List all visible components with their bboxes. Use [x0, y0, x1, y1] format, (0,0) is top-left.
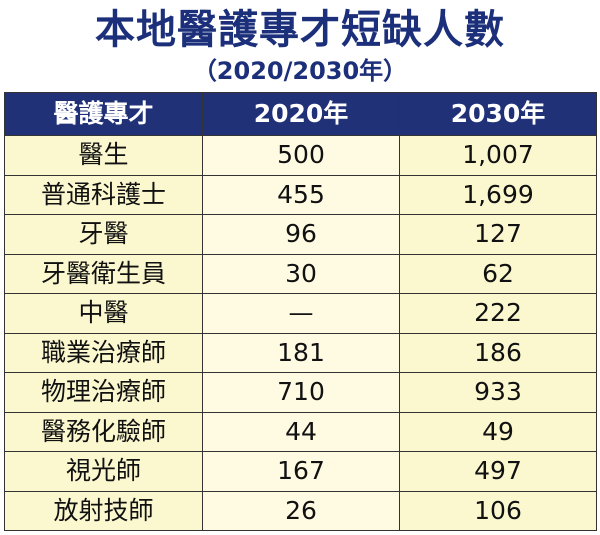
value-2030-cell: 1,699 [399, 174, 597, 215]
value-2020-cell: 96 [202, 214, 400, 255]
chart-title: 本地醫護專才短缺人數 [95, 7, 505, 53]
table-row: 普通科護士 455 1,699 [4, 174, 597, 215]
value-2020-cell: 500 [202, 135, 400, 176]
category-cell: 牙醫衛生員 [4, 253, 203, 294]
value-2020-cell: 455 [202, 174, 400, 215]
category-cell: 牙醫 [4, 214, 203, 255]
shortage-table: 醫護專才 2020年 2030年 醫生 500 1,007 普通科護士 455 1,699… [4, 92, 597, 531]
table-row: 物理治療師 710 933 [4, 372, 597, 413]
category-cell: 放射技師 [4, 490, 203, 531]
category-cell: 普通科護士 [4, 174, 203, 215]
category-cell: 職業治療師 [4, 332, 203, 373]
value-2030-cell: 49 [399, 411, 597, 452]
table-row: 醫生 500 1,007 [4, 135, 597, 176]
table-row: 視光師 167 497 [4, 451, 597, 492]
table-row: 牙醫衛生員 30 62 [4, 253, 597, 294]
header-category: 醫護專才 [4, 92, 203, 136]
category-cell: 醫務化驗師 [4, 411, 203, 452]
table-row: 職業治療師 181 186 [4, 332, 597, 373]
category-cell: 物理治療師 [4, 372, 203, 413]
value-2030-cell: 186 [399, 332, 597, 373]
table-row: 中醫 —222 [4, 293, 597, 334]
chart-subtitle: （2020/2030年） [192, 57, 408, 85]
table-body: 醫生 500 1,007 普通科護士 455 1,699 牙醫 96 127 牙醫衛生員 30 62 中… [4, 135, 597, 531]
value-2020-cell: 181 [202, 332, 400, 373]
category-cell: 視光師 [4, 451, 203, 492]
table-header-row: 醫護專才 2020年 2030年 [4, 92, 597, 136]
table-row: 放射技師 26 106 [4, 490, 597, 531]
table-row: 醫務化驗師 44 49 [4, 411, 597, 452]
value-2020-cell: 26 [202, 490, 400, 531]
value-2030-cell: 62 [399, 253, 597, 294]
value-2020-cell: 167 [202, 451, 400, 492]
value-2020-cell: — [202, 293, 400, 334]
category-cell: 中醫 [4, 293, 203, 334]
value-2030-cell: 933 [399, 372, 597, 413]
value-2020-cell: 44 [202, 411, 400, 452]
category-cell: 醫生 [4, 135, 203, 176]
header-2020: 2020年 [202, 92, 400, 136]
value-2030-cell: 222 [399, 293, 597, 334]
value-2030-cell: 497 [399, 451, 597, 492]
table-row: 牙醫 96 127 [4, 214, 597, 255]
value-2030-cell: 127 [399, 214, 597, 255]
header-2030: 2030年 [399, 92, 597, 136]
value-2020-cell: 30 [202, 253, 400, 294]
value-2030-cell: 1,007 [399, 135, 597, 176]
value-2030-cell: 106 [399, 490, 597, 531]
value-2020-cell: 710 [202, 372, 400, 413]
